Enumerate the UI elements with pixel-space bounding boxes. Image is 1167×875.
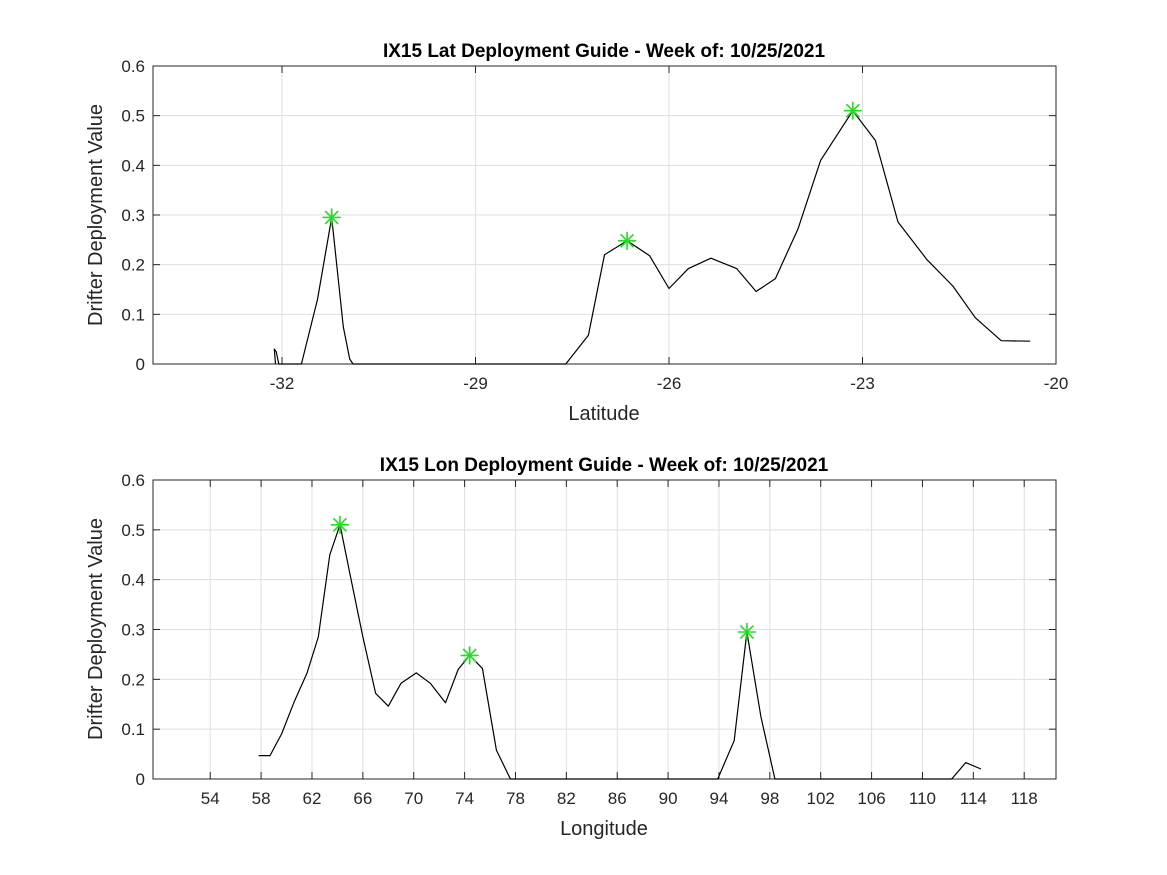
- x-tick-label: 86: [608, 789, 627, 808]
- peak-marker: [330, 515, 349, 534]
- x-tick-label: 114: [960, 789, 987, 808]
- x-tick-label: 110: [909, 789, 936, 808]
- peak-marker: [460, 646, 479, 665]
- x-tick-label: 82: [557, 789, 576, 808]
- x-tick-label: 90: [659, 789, 678, 808]
- y-tick-label: 0.6: [121, 57, 145, 76]
- x-axis-label: Longitude: [560, 818, 648, 840]
- y-tick-label: 0.1: [121, 305, 145, 324]
- y-tick-label: 0.3: [121, 206, 145, 225]
- x-tick-label: -23: [850, 374, 875, 393]
- peak-marker: [322, 208, 341, 227]
- y-tick-label: 0.3: [121, 621, 145, 640]
- chart-title: IX15 Lat Deployment Guide - Week of: 10/…: [383, 41, 826, 62]
- peak-marker: [737, 622, 756, 641]
- x-tick-label: 70: [404, 789, 423, 808]
- x-tick-label: 62: [303, 789, 322, 808]
- y-tick-label: 0: [136, 355, 145, 374]
- lat-deployment-chart: IX15 Lat Deployment Guide - Week of: 10/…: [85, 41, 1068, 425]
- series-line: [273, 110, 1031, 365]
- y-tick-label: 0.2: [121, 256, 145, 275]
- x-tick-label: -26: [657, 374, 682, 393]
- peak-marker: [843, 101, 862, 120]
- x-tick-label: 54: [201, 789, 220, 808]
- y-tick-label: 0.5: [121, 107, 145, 126]
- x-tick-label: 74: [455, 789, 474, 808]
- y-tick-label: 0.2: [121, 670, 145, 689]
- y-tick-label: 0: [136, 770, 145, 789]
- series-line: [258, 524, 982, 780]
- y-tick-label: 0.6: [121, 471, 145, 490]
- y-tick-label: 0.4: [121, 571, 145, 590]
- y-tick-label: 0.5: [121, 521, 145, 540]
- x-axis-label: Latitude: [568, 403, 639, 425]
- y-axis-label: Drifter Deployment Value: [85, 104, 107, 326]
- x-tick-label: 66: [353, 789, 372, 808]
- peak-marker: [618, 231, 637, 250]
- x-tick-label: 58: [252, 789, 271, 808]
- y-tick-label: 0.1: [121, 720, 145, 739]
- x-tick-label: 78: [506, 789, 525, 808]
- lon-deployment-chart: IX15 Lon Deployment Guide - Week of: 10/…: [85, 455, 1057, 840]
- chart-title: IX15 Lon Deployment Guide - Week of: 10/…: [380, 455, 829, 476]
- x-tick-label: 98: [760, 789, 779, 808]
- x-tick-label: 118: [1011, 789, 1038, 808]
- x-tick-label: 106: [857, 789, 885, 808]
- y-axis-label: Drifter Deployment Value: [85, 518, 107, 740]
- x-tick-label: -29: [463, 374, 488, 393]
- x-tick-label: -20: [1044, 374, 1069, 393]
- x-tick-label: 94: [710, 789, 729, 808]
- y-tick-label: 0.4: [121, 156, 145, 175]
- x-tick-label: 102: [807, 789, 835, 808]
- x-tick-label: -32: [270, 374, 295, 393]
